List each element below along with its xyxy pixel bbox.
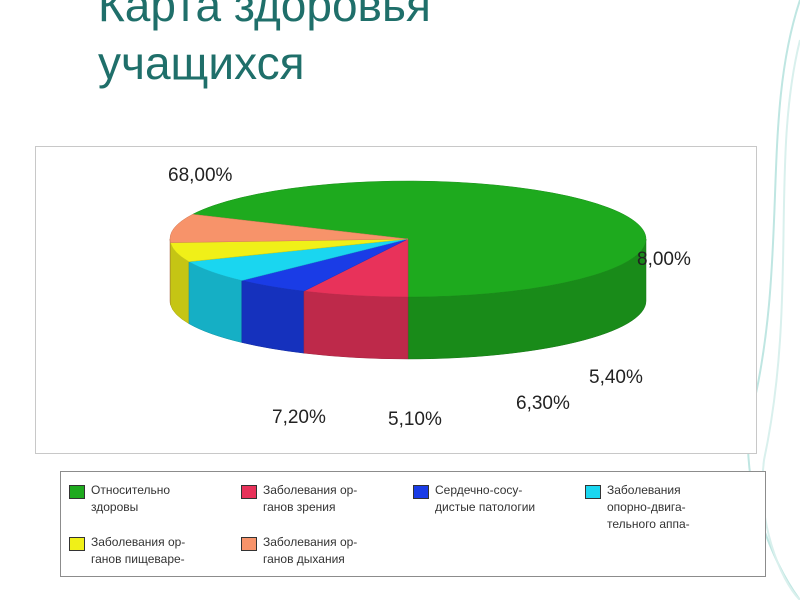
pie-slice-vision [303, 238, 409, 298]
data-label-respiratory: 8,00% [637, 249, 691, 270]
data-label-vision: 7,20% [272, 407, 326, 428]
pie-side-vision [303, 290, 409, 360]
slide-title-line1: Карта здоровья [98, 0, 431, 31]
chart-legend: Относительно здоровы Заболевания ор-ганов… [60, 471, 766, 577]
pie-slice-healthy [191, 180, 647, 298]
legend-item-vision: Заболевания ор-ганов зрения [241, 482, 401, 522]
legend-label-digestive: Заболевания ор-ганов пищеваре- [91, 535, 186, 566]
chart-area: 68,00% 7,20% 5,10% 6,30% 5,40% 8,00% [35, 146, 757, 454]
legend-swatch-healthy [69, 485, 85, 499]
pie-chart: 68,00% 7,20% 5,10% 6,30% 5,40% 8,00% [168, 165, 691, 430]
pie-side-cardio [241, 280, 305, 354]
data-label-musculo: 6,30% [516, 393, 570, 414]
slide-title-line2: учащихся [98, 37, 305, 89]
legend-item-digestive: Заболевания ор-ганов пищеваре- [69, 534, 229, 574]
legend-label-respiratory: Заболевания ор-ганов дыхания [263, 535, 358, 566]
pie-slice-respiratory [169, 214, 409, 243]
legend-item-healthy: Относительно здоровы [69, 482, 229, 522]
legend-item-cardio: Сердечно-сосу-дистые патологии [413, 482, 573, 522]
data-label-digestive: 5,40% [589, 367, 643, 388]
legend-swatch-digestive [69, 537, 85, 551]
slide-title: Карта здоровья учащихся [98, 0, 738, 92]
legend-item-respiratory: Заболевания ор-ганов дыхания [241, 534, 401, 574]
legend-swatch-vision [241, 485, 257, 499]
legend-label-musculo: Заболевания опорно-двига-тельного аппа- [607, 483, 690, 531]
legend-swatch-musculo [585, 485, 601, 499]
data-label-cardio: 5,10% [388, 409, 442, 430]
decorative-curves [747, 0, 800, 600]
legend-label-vision: Заболевания ор-ганов зрения [263, 483, 358, 514]
legend-item-musculo: Заболевания опорно-двига-тельного аппа- [585, 482, 745, 534]
legend-label-healthy: Относительно здоровы [91, 483, 171, 514]
legend-label-cardio: Сердечно-сосу-дистые патологии [435, 483, 536, 514]
legend-swatch-cardio [413, 485, 429, 499]
data-label-healthy: 68,00% [168, 165, 233, 186]
legend-swatch-respiratory [241, 537, 257, 551]
